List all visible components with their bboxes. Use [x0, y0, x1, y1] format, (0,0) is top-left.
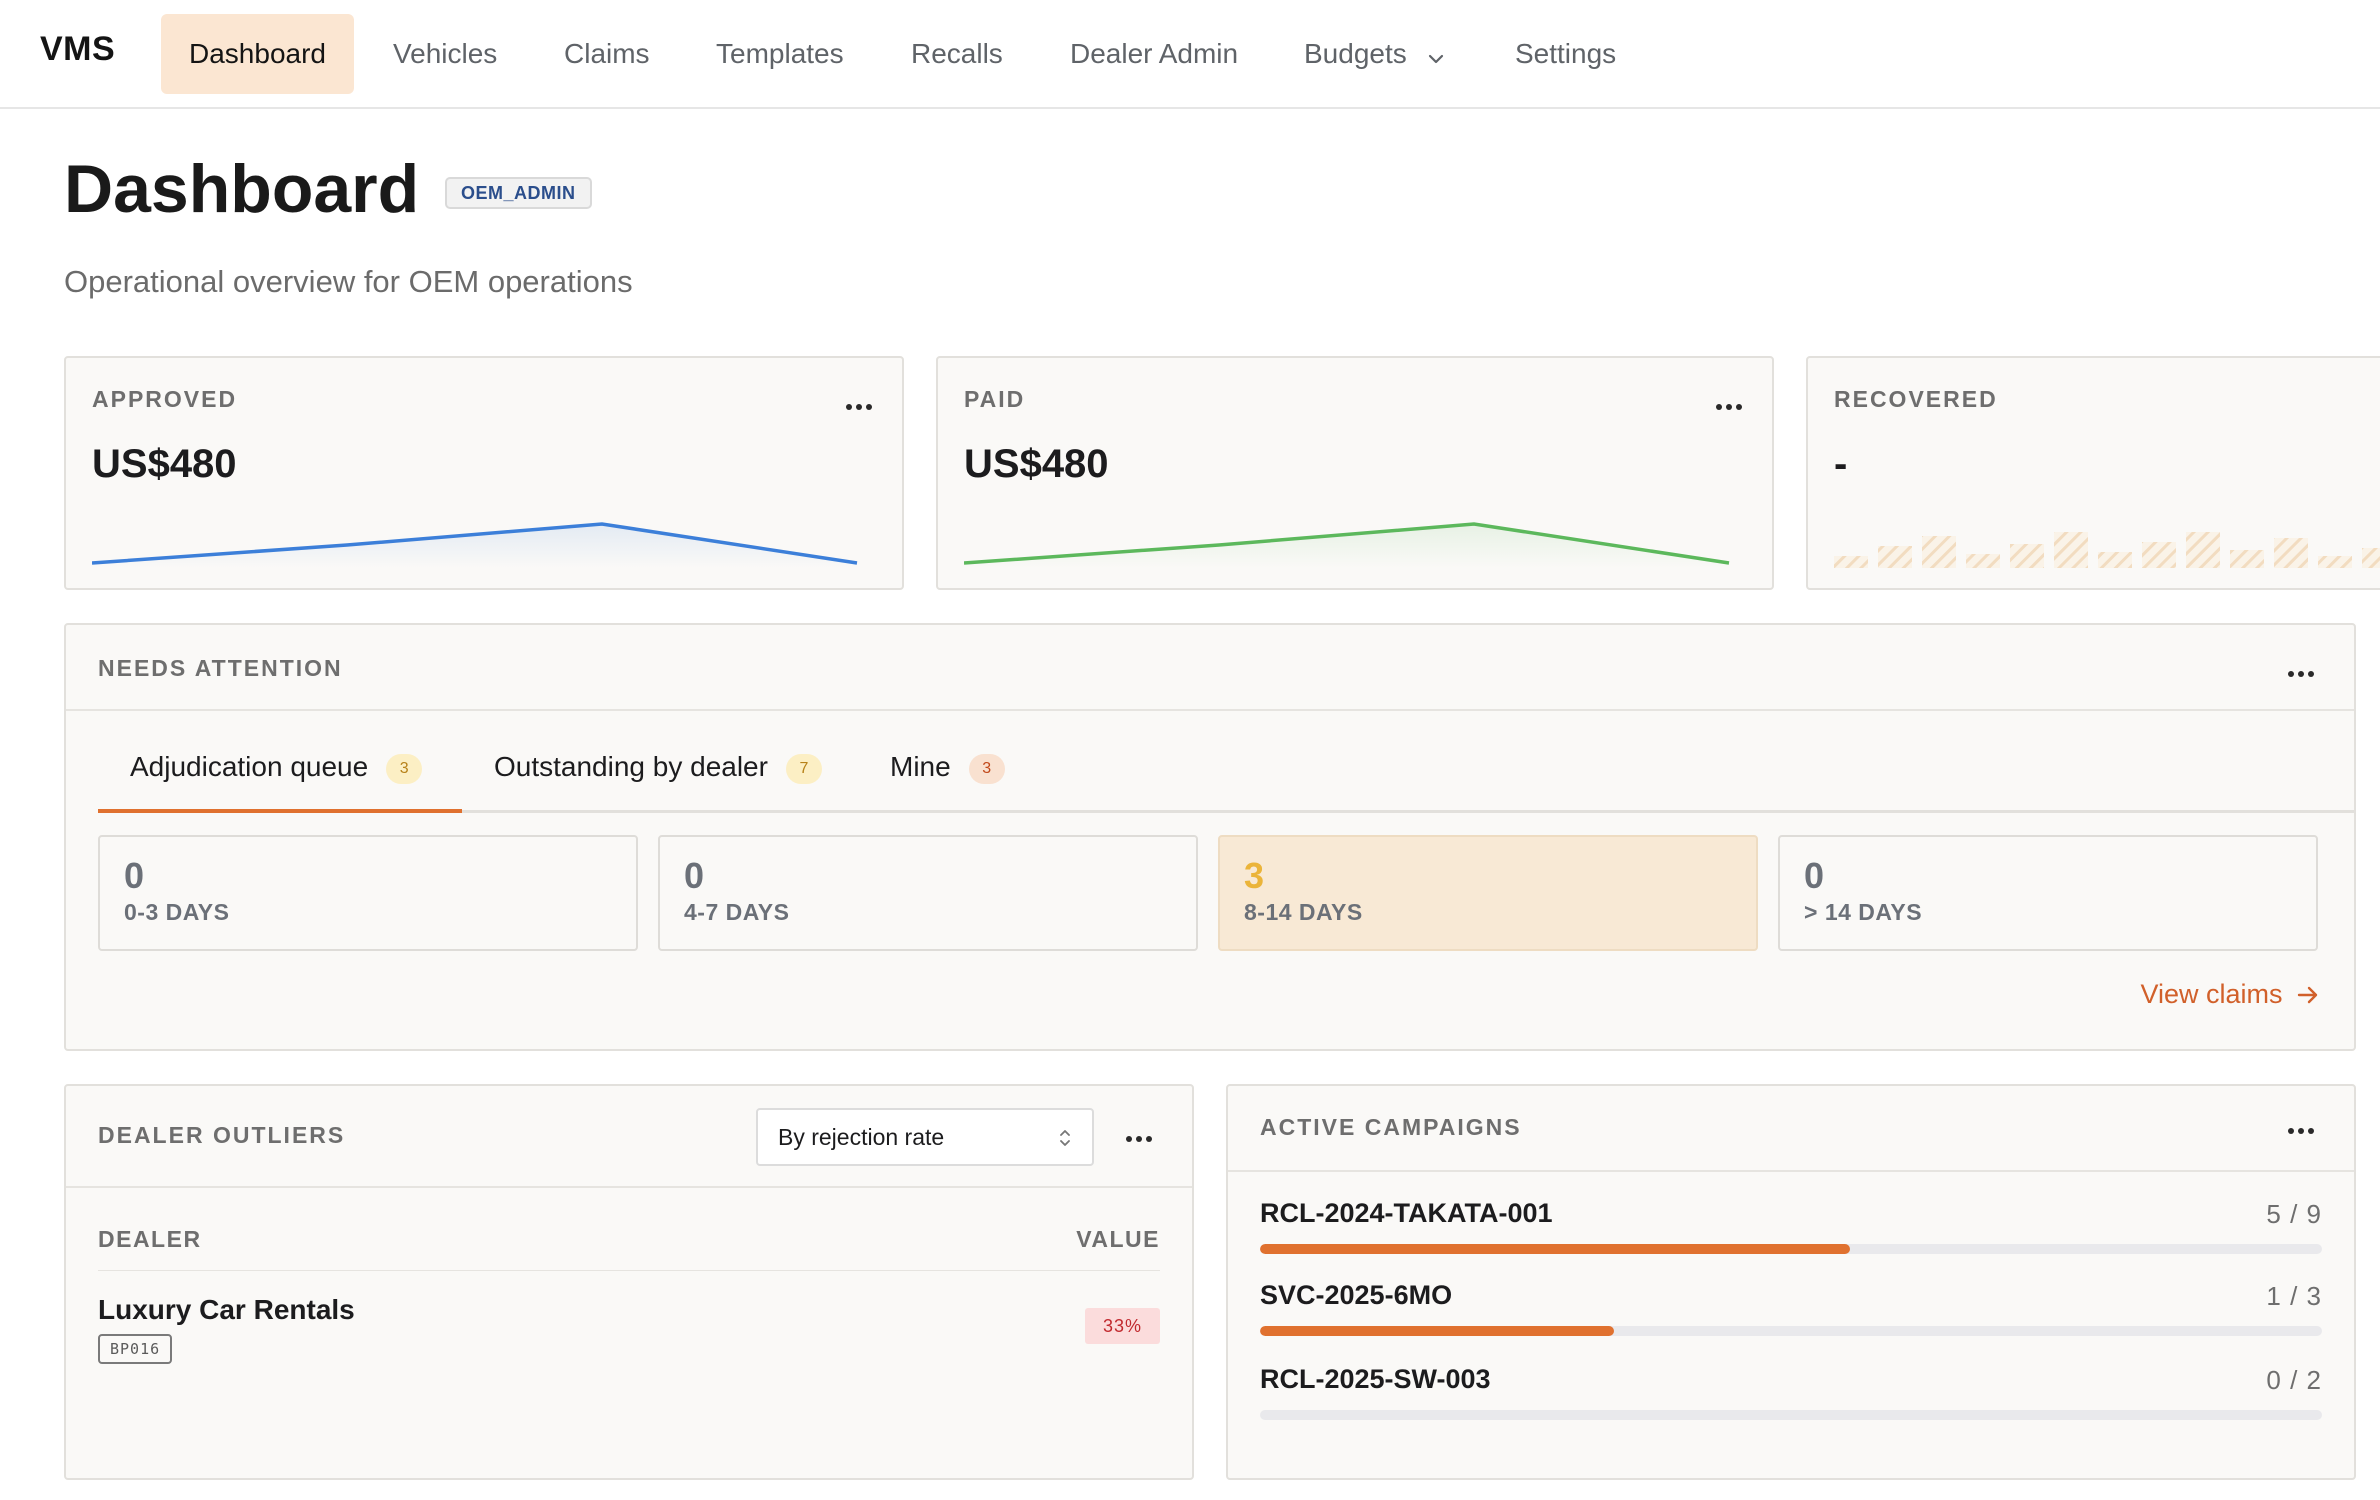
- campaign-progress-fill: [1260, 1244, 1851, 1254]
- nav-vehicles[interactable]: Vehicles: [393, 38, 498, 69]
- panel-title: ACTIVE CAMPAIGNS: [1260, 1114, 1522, 1140]
- campaign-name: SVC-2025-6MO: [1260, 1280, 1453, 1310]
- page-subtitle: Operational overview for OEM operations: [64, 264, 633, 299]
- column-header-value: VALUE: [1076, 1226, 1160, 1252]
- tab-label: Mine: [890, 751, 951, 782]
- chevron-down-icon: [1427, 16, 1445, 96]
- bucket-count: 3: [1244, 855, 1265, 896]
- nav-claims[interactable]: Claims: [564, 38, 650, 69]
- campaign-progress-fill: [1260, 1326, 1614, 1336]
- kpi-label: APPROVED: [92, 386, 238, 412]
- view-claims-label: View claims: [2140, 979, 2283, 1009]
- bucket-label: 4-7 DAYS: [684, 899, 790, 925]
- more-horizontal-icon[interactable]: [2286, 669, 2316, 679]
- kpi-label: PAID: [964, 386, 1026, 412]
- campaign-progress-count: 1 / 3: [2266, 1281, 2322, 1311]
- age-bucket-0-3[interactable]: 0 0-3 DAYS: [98, 835, 638, 951]
- age-bucket-8-14[interactable]: 3 8-14 DAYS: [1218, 835, 1758, 951]
- campaign-progress-count: 5 / 9: [2266, 1199, 2322, 1229]
- arrow-right-icon: [2297, 986, 2318, 1004]
- kpi-card-approved: APPROVED US$480: [64, 356, 904, 590]
- panel-title: DEALER OUTLIERS: [98, 1122, 346, 1148]
- sort-select-value: By rejection rate: [778, 1124, 945, 1150]
- top-nav: VMS Dashboard Vehicles Claims Templates …: [0, 0, 2380, 109]
- tab-label: Adjudication queue: [130, 751, 369, 782]
- more-horizontal-icon[interactable]: [1124, 1134, 1154, 1144]
- kpi-card-paid: PAID US$480: [936, 356, 1774, 590]
- panel-title: NEEDS ATTENTION: [98, 655, 343, 681]
- tab-count-badge: 7: [785, 754, 822, 784]
- tab-count-badge: 3: [968, 754, 1005, 784]
- campaign-name: RCL-2024-TAKATA-001: [1260, 1198, 1553, 1228]
- needs-attention-panel: NEEDS ATTENTION Adjudication queue 3 Outs…: [64, 623, 2356, 1051]
- kpi-card-recovered: RECOVERED -: [1806, 356, 2380, 590]
- bucket-count: 0: [684, 855, 705, 896]
- sparkline-recovered-placeholder: [1834, 532, 2380, 568]
- dealer-code-badge: BP016: [98, 1334, 173, 1364]
- divider: [66, 709, 2354, 711]
- role-badge: OEM_ADMIN: [445, 177, 592, 209]
- bucket-label: 0-3 DAYS: [124, 899, 230, 925]
- brand-logo[interactable]: VMS: [40, 30, 116, 68]
- nav-settings[interactable]: Settings: [1515, 38, 1617, 69]
- bucket-count: 0: [124, 855, 145, 896]
- divider: [66, 1186, 1192, 1188]
- more-horizontal-icon[interactable]: [1714, 402, 1744, 412]
- campaign-progress-bar: [1260, 1410, 2322, 1420]
- bucket-label: > 14 DAYS: [1804, 899, 1923, 925]
- view-claims-link[interactable]: View claims: [2140, 979, 2320, 1010]
- bucket-count: 0: [1804, 855, 1825, 896]
- active-campaigns-panel: ACTIVE CAMPAIGNS RCL-2024-TAKATA-001 5 /…: [1226, 1084, 2356, 1480]
- more-horizontal-icon[interactable]: [844, 402, 874, 412]
- dealer-name[interactable]: Luxury Car Rentals: [98, 1294, 355, 1325]
- nav-dealer-admin[interactable]: Dealer Admin: [1070, 38, 1239, 69]
- rejection-rate-badge: 33%: [1084, 1308, 1160, 1344]
- kpi-value: US$480: [92, 442, 237, 486]
- tabs-baseline: [98, 810, 2354, 813]
- bucket-label: 8-14 DAYS: [1244, 899, 1363, 925]
- campaign-progress-count: 0 / 2: [2266, 1365, 2322, 1395]
- nav-templates[interactable]: Templates: [716, 38, 844, 69]
- sort-select[interactable]: By rejection rate: [756, 1108, 1094, 1166]
- dealer-outliers-panel: DEALER OUTLIERS By rejection rate DEALER…: [64, 1084, 1194, 1480]
- kpi-value: US$480: [964, 442, 1109, 486]
- campaign-progress-bar: [1260, 1244, 2322, 1254]
- kpi-value: -: [1834, 442, 1848, 486]
- divider: [1228, 1170, 2354, 1172]
- kpi-label: RECOVERED: [1834, 386, 1998, 412]
- active-tab-indicator: [98, 809, 462, 813]
- select-arrows-icon: [1060, 1130, 1070, 1146]
- campaign-progress-bar: [1260, 1326, 2322, 1336]
- age-bucket-4-7[interactable]: 0 4-7 DAYS: [658, 835, 1198, 951]
- nav-budgets[interactable]: Budgets: [1276, 14, 1473, 94]
- sparkline-paid: [964, 522, 1730, 568]
- more-horizontal-icon[interactable]: [2286, 1126, 2316, 1136]
- nav-budgets-label: Budgets: [1304, 38, 1407, 69]
- tab-mine[interactable]: Mine 3: [890, 751, 1005, 813]
- nav-recalls[interactable]: Recalls: [911, 38, 1003, 69]
- tab-adjudication-queue[interactable]: Adjudication queue 3: [130, 751, 423, 813]
- tab-label: Outstanding by dealer: [494, 751, 768, 782]
- sparkline-approved: [92, 522, 858, 568]
- nav-dashboard[interactable]: Dashboard: [161, 14, 354, 94]
- tab-outstanding-by-dealer[interactable]: Outstanding by dealer 7: [494, 751, 822, 813]
- column-header-dealer: DEALER: [98, 1226, 202, 1252]
- age-bucket-over-14[interactable]: 0 > 14 DAYS: [1778, 835, 2318, 951]
- tab-count-badge: 3: [386, 754, 423, 784]
- divider: [98, 1270, 1160, 1271]
- campaign-name: RCL-2025-SW-003: [1260, 1364, 1491, 1394]
- page-title: Dashboard: [64, 151, 420, 227]
